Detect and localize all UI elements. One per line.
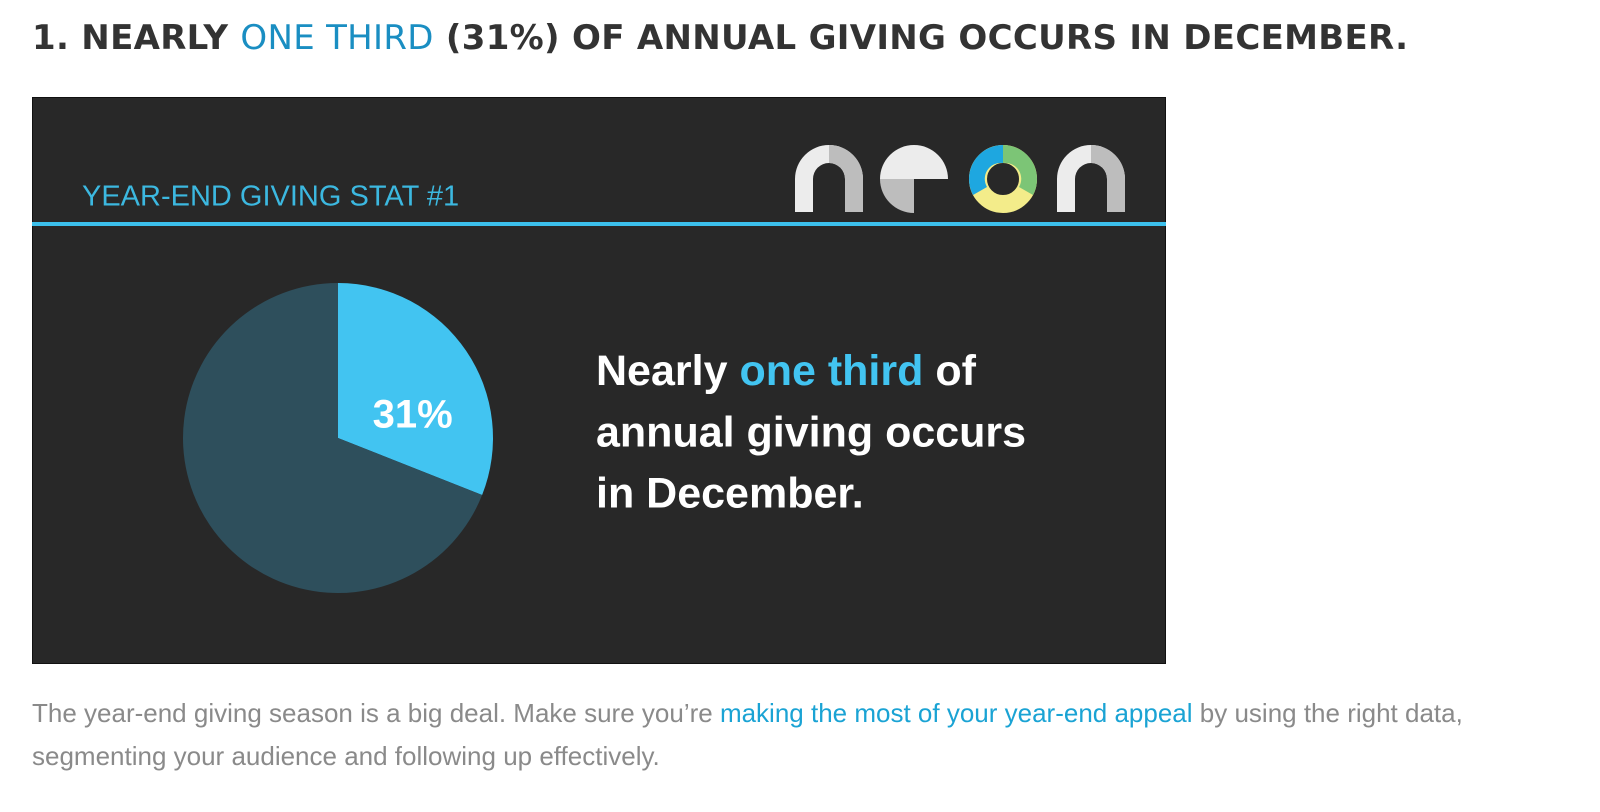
- paragraph-link[interactable]: making the most of your year-end appeal: [719, 698, 1193, 728]
- headline-highlight: one third: [739, 347, 923, 395]
- pie-chart: 31%: [182, 283, 493, 593]
- stat-label: YEAR-END GIVING STAT #1: [82, 181, 459, 213]
- heading: 1. NEARLY ONE THIRD (31%) OF ANNUAL GIVI…: [32, 18, 1408, 58]
- logo: [795, 145, 1125, 213]
- headline-line: annual giving occurs: [596, 408, 1026, 456]
- heading-highlight: ONE THIRD: [240, 18, 434, 58]
- heading-text: 1. NEARLY: [32, 18, 241, 58]
- pie-slice: [338, 283, 493, 496]
- infographic: YEAR-END GIVING STAT #1 31% Nearly one t…: [32, 97, 1166, 664]
- divider: [32, 222, 1166, 226]
- paragraph: The year-end giving season is a big deal…: [32, 692, 1552, 778]
- headline-line: Nearly one third of: [596, 347, 977, 395]
- slice-label: 31%: [373, 392, 453, 436]
- headline-line: in December.: [596, 469, 864, 517]
- paragraph-text: by using the right data, segmenting your…: [32, 698, 1463, 771]
- headline-text: Nearly: [596, 347, 739, 395]
- headline-text: of: [923, 347, 976, 395]
- paragraph-text: The year-end giving season is a big deal…: [32, 698, 720, 728]
- pie-slice: [182, 283, 483, 593]
- heading-text: (31%) OF ANNUAL GIVING OCCURS IN DECEMBE…: [433, 18, 1409, 58]
